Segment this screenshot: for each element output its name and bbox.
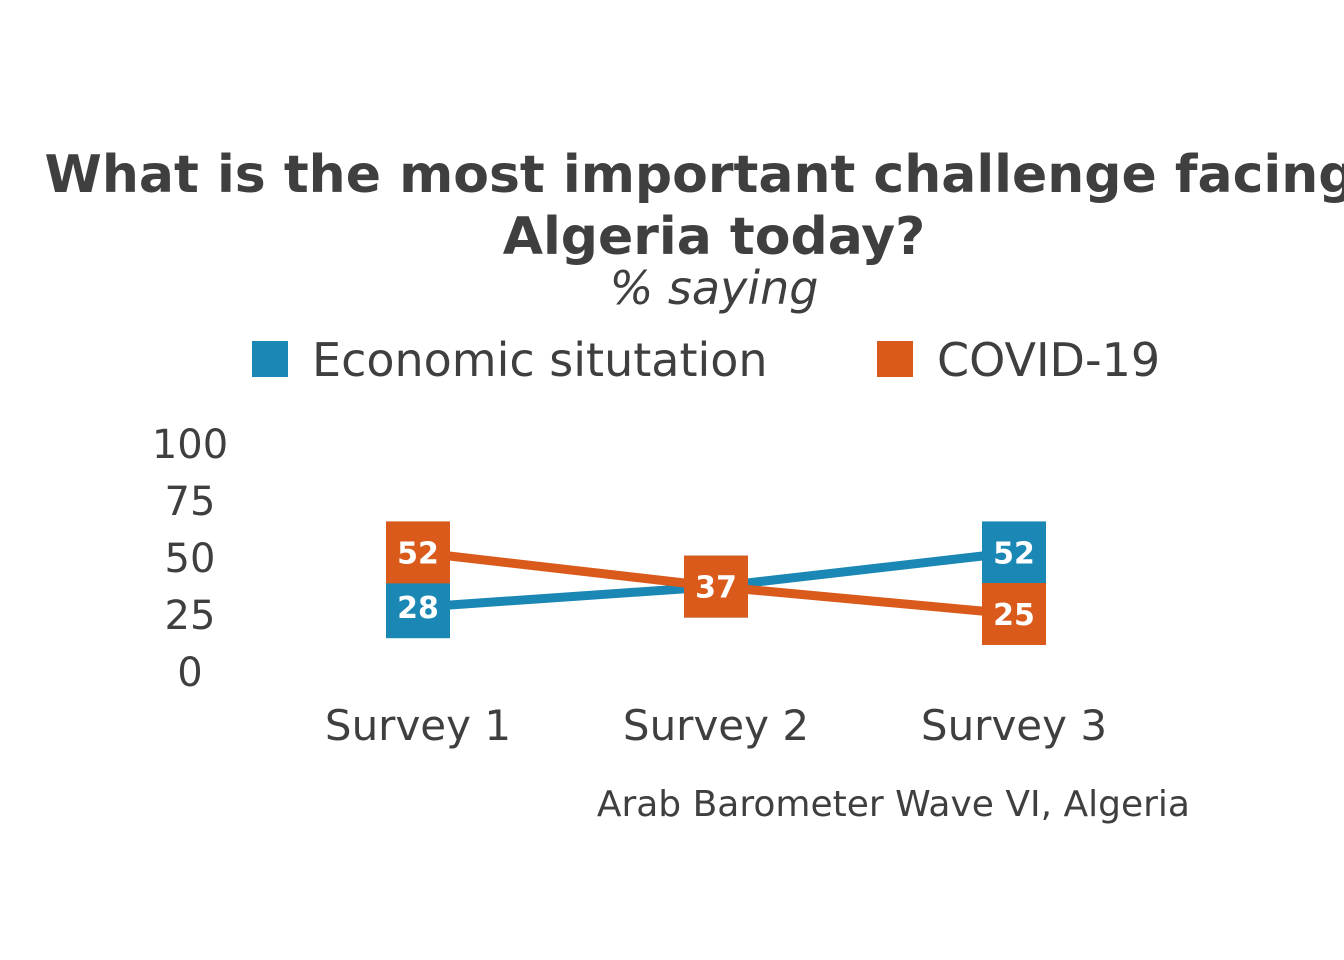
data-point: 52 <box>386 521 450 584</box>
data-marker <box>386 521 450 584</box>
x-tick-label: Survey 3 <box>921 701 1107 750</box>
chart-title-line2: Algeria today? <box>503 207 926 267</box>
chart-title-line1: What is the most important challenge fac… <box>45 145 1344 205</box>
y-tick-label: 0 <box>177 650 202 696</box>
y-tick-label: 75 <box>165 479 216 525</box>
source-caption: Arab Barometer Wave VI, Algeria <box>597 784 1190 825</box>
data-label: 37 <box>695 571 737 606</box>
data-point: 37 <box>684 555 748 618</box>
y-axis: 100 75 50 25 0 <box>152 422 228 696</box>
data-marker <box>386 576 450 639</box>
data-point: 28 <box>386 576 450 639</box>
data-marker <box>982 583 1046 645</box>
data-marker <box>684 555 748 618</box>
y-tick-label: 50 <box>165 536 216 582</box>
x-tick-label: Survey 2 <box>623 701 809 750</box>
data-point: 25 <box>982 583 1046 645</box>
data-label: 25 <box>993 598 1035 633</box>
plot-area: 283752523725 <box>386 521 1046 645</box>
data-label: 28 <box>397 591 439 626</box>
legend-swatch-covid <box>877 341 913 377</box>
legend-swatch-economic <box>252 341 288 377</box>
legend-label-economic: Economic situtation <box>312 333 768 387</box>
data-marker <box>982 521 1046 584</box>
x-axis: Survey 1 Survey 2 Survey 3 <box>325 701 1107 750</box>
y-tick-label: 25 <box>165 593 216 639</box>
chart-subtitle: % saying <box>610 261 819 315</box>
y-tick-label: 100 <box>152 422 228 468</box>
data-point: 52 <box>982 521 1046 584</box>
legend-label-covid: COVID-19 <box>937 333 1160 387</box>
x-tick-label: Survey 1 <box>325 701 511 750</box>
data-label: 52 <box>993 536 1035 571</box>
legend: Economic situtation COVID-19 <box>252 333 1160 387</box>
data-label: 52 <box>397 536 439 571</box>
